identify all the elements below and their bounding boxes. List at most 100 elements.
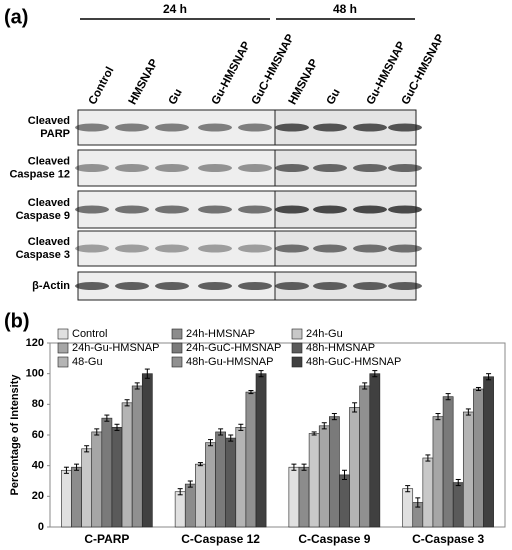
error-bar — [405, 485, 411, 493]
band — [388, 244, 422, 253]
legend-swatch — [57, 356, 69, 368]
band — [353, 205, 387, 214]
bar — [308, 433, 320, 528]
bar — [452, 482, 464, 528]
error-bar — [362, 382, 368, 390]
bar — [369, 373, 381, 528]
legend-swatch — [57, 342, 69, 354]
bar — [91, 431, 103, 528]
error-bar — [331, 413, 337, 421]
band — [388, 164, 422, 172]
legend-label: 24h-Gu-HMSNAP — [72, 342, 159, 354]
legend-swatch — [291, 342, 303, 354]
band — [198, 282, 232, 290]
bar — [288, 466, 300, 528]
legend-label: 24h-Gu — [306, 328, 343, 340]
band — [313, 205, 347, 214]
band — [353, 282, 387, 290]
error-bar — [177, 488, 183, 496]
error-bar — [475, 386, 481, 392]
error-bar — [238, 423, 244, 431]
band — [75, 123, 109, 132]
lane-label: Control — [87, 65, 117, 107]
error-bar — [455, 478, 461, 487]
error-bar — [208, 439, 214, 447]
band — [388, 282, 422, 290]
panel-label: (b) — [4, 310, 30, 332]
error-bar — [311, 431, 317, 436]
bar — [71, 466, 82, 528]
band — [155, 244, 189, 253]
band — [275, 123, 309, 132]
bar — [329, 416, 340, 528]
band — [238, 123, 272, 132]
band — [353, 164, 387, 172]
error-bar — [144, 368, 150, 379]
band — [198, 205, 232, 214]
band — [238, 244, 272, 253]
y-tick-label: 40 — [32, 460, 44, 472]
bar — [422, 457, 434, 528]
bar — [462, 411, 474, 528]
row-label: Caspase 12 — [9, 168, 70, 180]
bar — [235, 427, 247, 528]
error-bar — [187, 480, 193, 488]
bar — [111, 427, 123, 528]
band — [155, 282, 189, 290]
legend-label: 48-Gu — [72, 356, 103, 368]
bar — [215, 431, 226, 528]
error-bar — [291, 463, 297, 471]
lane-label: GuC-HMSNAP — [400, 32, 447, 107]
row-label: β-Actin — [32, 280, 70, 292]
band — [238, 205, 272, 214]
band — [275, 244, 309, 253]
band — [388, 123, 422, 132]
band — [353, 244, 387, 253]
legend-swatch — [171, 342, 183, 354]
error-bar — [248, 390, 254, 395]
x-tick-label: C-Caspase 9 — [298, 532, 370, 546]
bar — [349, 407, 360, 528]
error-bar — [218, 428, 224, 436]
panel-label: (a) — [4, 6, 28, 28]
row-label: PARP — [40, 128, 70, 140]
group-label: 48 h — [333, 2, 357, 16]
band — [388, 205, 422, 214]
band — [75, 164, 109, 172]
y-tick-label: 0 — [38, 521, 44, 533]
error-bar — [197, 462, 203, 467]
lane-label: HMSNAP — [287, 57, 321, 107]
bar — [81, 448, 93, 528]
band — [353, 123, 387, 132]
bar — [205, 442, 216, 528]
bar — [339, 474, 350, 528]
bar — [473, 388, 484, 528]
error-bar — [435, 413, 441, 421]
error-bar — [372, 370, 378, 378]
bar — [483, 376, 494, 528]
legend-swatch — [291, 328, 303, 340]
band — [115, 282, 149, 290]
error-bar — [114, 423, 120, 431]
band — [275, 164, 309, 172]
x-tick-label: C-Caspase 3 — [412, 532, 484, 546]
band — [155, 164, 189, 172]
legend-swatch — [291, 356, 303, 368]
band — [115, 164, 149, 172]
error-bar — [465, 408, 471, 416]
bar — [174, 491, 186, 528]
bar — [318, 425, 330, 528]
legend-swatch — [171, 328, 183, 340]
y-tick-label: 100 — [26, 368, 44, 380]
error-bar — [301, 463, 307, 471]
error-bar — [94, 428, 100, 436]
band — [75, 205, 109, 214]
bar — [245, 391, 257, 528]
bar — [402, 488, 414, 528]
error-bar — [104, 414, 110, 422]
band — [238, 164, 272, 172]
band — [198, 164, 232, 172]
y-axis-title: Percentage of Intensity — [9, 374, 21, 496]
row-label: Caspase 3 — [16, 249, 70, 261]
